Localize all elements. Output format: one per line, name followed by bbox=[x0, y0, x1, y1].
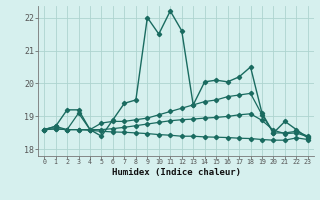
X-axis label: Humidex (Indice chaleur): Humidex (Indice chaleur) bbox=[111, 168, 241, 177]
